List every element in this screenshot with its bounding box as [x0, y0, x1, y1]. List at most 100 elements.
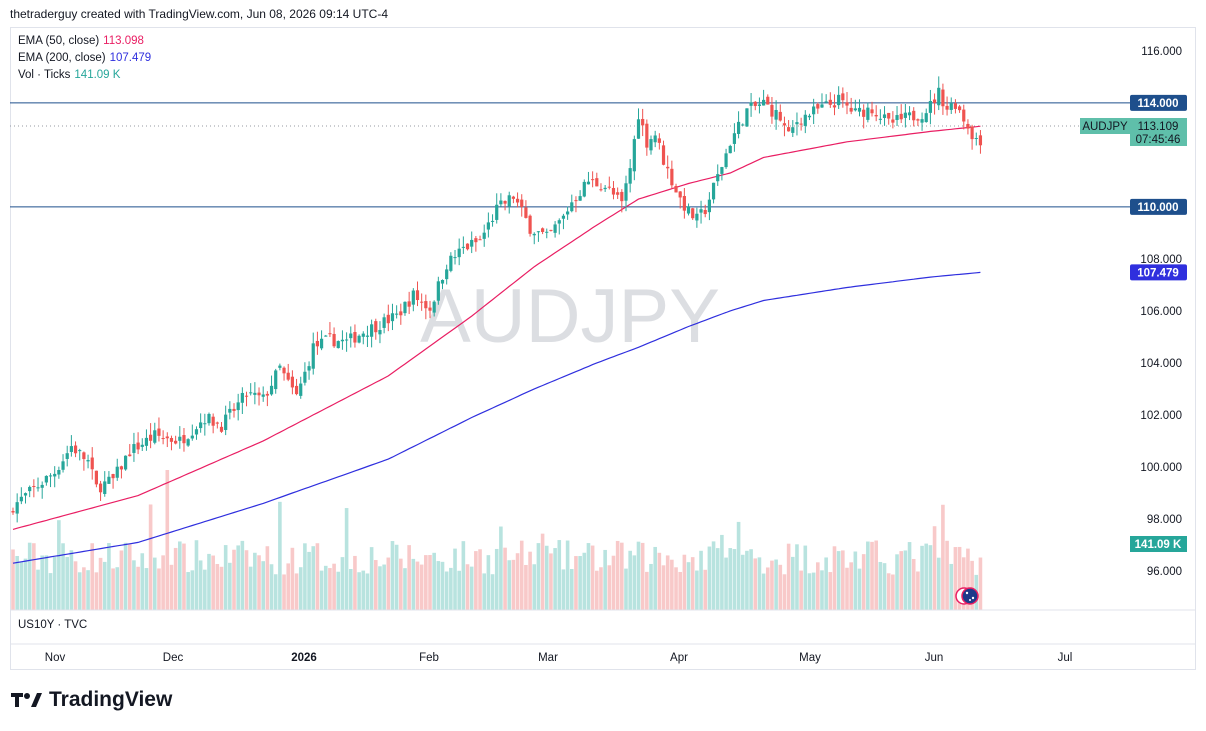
candle-body[interactable]	[724, 153, 728, 168]
candle-body[interactable]	[228, 408, 232, 413]
candle-body[interactable]	[857, 107, 862, 112]
candle-body[interactable]	[390, 313, 395, 322]
candle-body[interactable]	[641, 118, 645, 126]
candle-body[interactable]	[695, 213, 699, 221]
candle-body[interactable]	[611, 187, 616, 195]
candle-body[interactable]	[315, 340, 320, 347]
candle-body[interactable]	[115, 466, 119, 478]
candle-body[interactable]	[924, 113, 928, 123]
candle-body[interactable]	[161, 438, 165, 440]
candle-body[interactable]	[953, 103, 958, 109]
candle-body[interactable]	[169, 437, 174, 442]
candle-body[interactable]	[845, 102, 849, 106]
candle-body[interactable]	[190, 435, 194, 439]
candle-body[interactable]	[595, 178, 599, 187]
candle-body[interactable]	[336, 341, 340, 349]
candle-body[interactable]	[895, 115, 899, 121]
candle-body[interactable]	[32, 486, 36, 488]
candle-body[interactable]	[649, 139, 653, 151]
candle-body[interactable]	[215, 422, 219, 424]
candle-body[interactable]	[357, 335, 361, 343]
candle-body[interactable]	[928, 101, 932, 113]
candle-body[interactable]	[382, 317, 386, 328]
candle-body[interactable]	[903, 112, 907, 118]
candle-body[interactable]	[374, 321, 378, 333]
candle-body[interactable]	[862, 109, 866, 117]
candle-body[interactable]	[628, 168, 632, 184]
candle-body[interactable]	[636, 119, 641, 139]
candle-body[interactable]	[345, 339, 349, 341]
candle-body[interactable]	[486, 222, 490, 230]
candle-body[interactable]	[98, 483, 103, 493]
candle-body[interactable]	[853, 108, 857, 111]
candle-body[interactable]	[620, 191, 624, 202]
candle-body[interactable]	[53, 473, 57, 477]
candle-body[interactable]	[15, 502, 19, 514]
candle-body[interactable]	[874, 114, 878, 117]
candle-body[interactable]	[194, 429, 199, 435]
candle-body[interactable]	[144, 437, 149, 446]
candle-body[interactable]	[549, 229, 553, 231]
candle-body[interactable]	[566, 211, 570, 215]
candle-body[interactable]	[795, 122, 799, 125]
candle-body[interactable]	[674, 186, 678, 193]
candle-body[interactable]	[941, 89, 945, 107]
candle-body[interactable]	[561, 215, 566, 219]
candle-body[interactable]	[691, 208, 695, 219]
candle-body[interactable]	[816, 104, 820, 109]
candle-body[interactable]	[803, 114, 807, 126]
candle-body[interactable]	[962, 109, 966, 122]
candle-body[interactable]	[849, 107, 853, 112]
candle-body[interactable]	[432, 301, 436, 313]
candle-body[interactable]	[545, 231, 549, 233]
candle-body[interactable]	[520, 199, 524, 207]
candle-body[interactable]	[178, 436, 182, 441]
candle-body[interactable]	[757, 104, 762, 106]
candle-body[interactable]	[428, 307, 432, 311]
candle-body[interactable]	[461, 246, 465, 248]
candle-body[interactable]	[478, 239, 482, 241]
candle-body[interactable]	[420, 301, 424, 303]
candle-body[interactable]	[219, 426, 224, 432]
candle-body[interactable]	[490, 220, 495, 222]
candle-body[interactable]	[778, 111, 782, 121]
candle-body[interactable]	[253, 392, 257, 395]
candle-body[interactable]	[57, 469, 61, 475]
au-flag-icon[interactable]	[955, 587, 979, 605]
candle-body[interactable]	[232, 408, 236, 411]
candle-body[interactable]	[837, 94, 841, 106]
candle-body[interactable]	[182, 435, 186, 444]
candle-body[interactable]	[65, 453, 69, 459]
candle-body[interactable]	[370, 324, 374, 337]
candle-body[interactable]	[745, 108, 749, 127]
candle-body[interactable]	[482, 232, 486, 239]
candle-body[interactable]	[19, 496, 23, 502]
candle-body[interactable]	[540, 228, 545, 232]
candle-body[interactable]	[470, 239, 474, 247]
candle-body[interactable]	[399, 311, 403, 316]
candle-body[interactable]	[812, 106, 816, 115]
candle-body[interactable]	[736, 121, 741, 134]
candle-body[interactable]	[132, 444, 136, 453]
candle-body[interactable]	[244, 395, 249, 397]
candle-body[interactable]	[224, 414, 228, 430]
candle-body[interactable]	[445, 269, 449, 280]
candle-body[interactable]	[499, 200, 503, 205]
candle-body[interactable]	[73, 445, 78, 454]
candle-body[interactable]	[949, 103, 953, 110]
candle-body[interactable]	[378, 329, 382, 335]
candle-body[interactable]	[762, 99, 766, 106]
candle-body[interactable]	[82, 452, 86, 460]
candle-body[interactable]	[653, 135, 657, 143]
candle-body[interactable]	[328, 333, 332, 335]
candle-body[interactable]	[966, 123, 970, 129]
candle-body[interactable]	[269, 385, 274, 395]
candle-body[interactable]	[307, 366, 311, 371]
candle-body[interactable]	[361, 333, 365, 337]
candle-body[interactable]	[528, 215, 532, 234]
candle-body[interactable]	[236, 402, 240, 411]
legend-ema50[interactable]: EMA (50, close) 113.098	[18, 35, 144, 47]
candle-body[interactable]	[61, 461, 65, 470]
candle-body[interactable]	[670, 168, 674, 186]
